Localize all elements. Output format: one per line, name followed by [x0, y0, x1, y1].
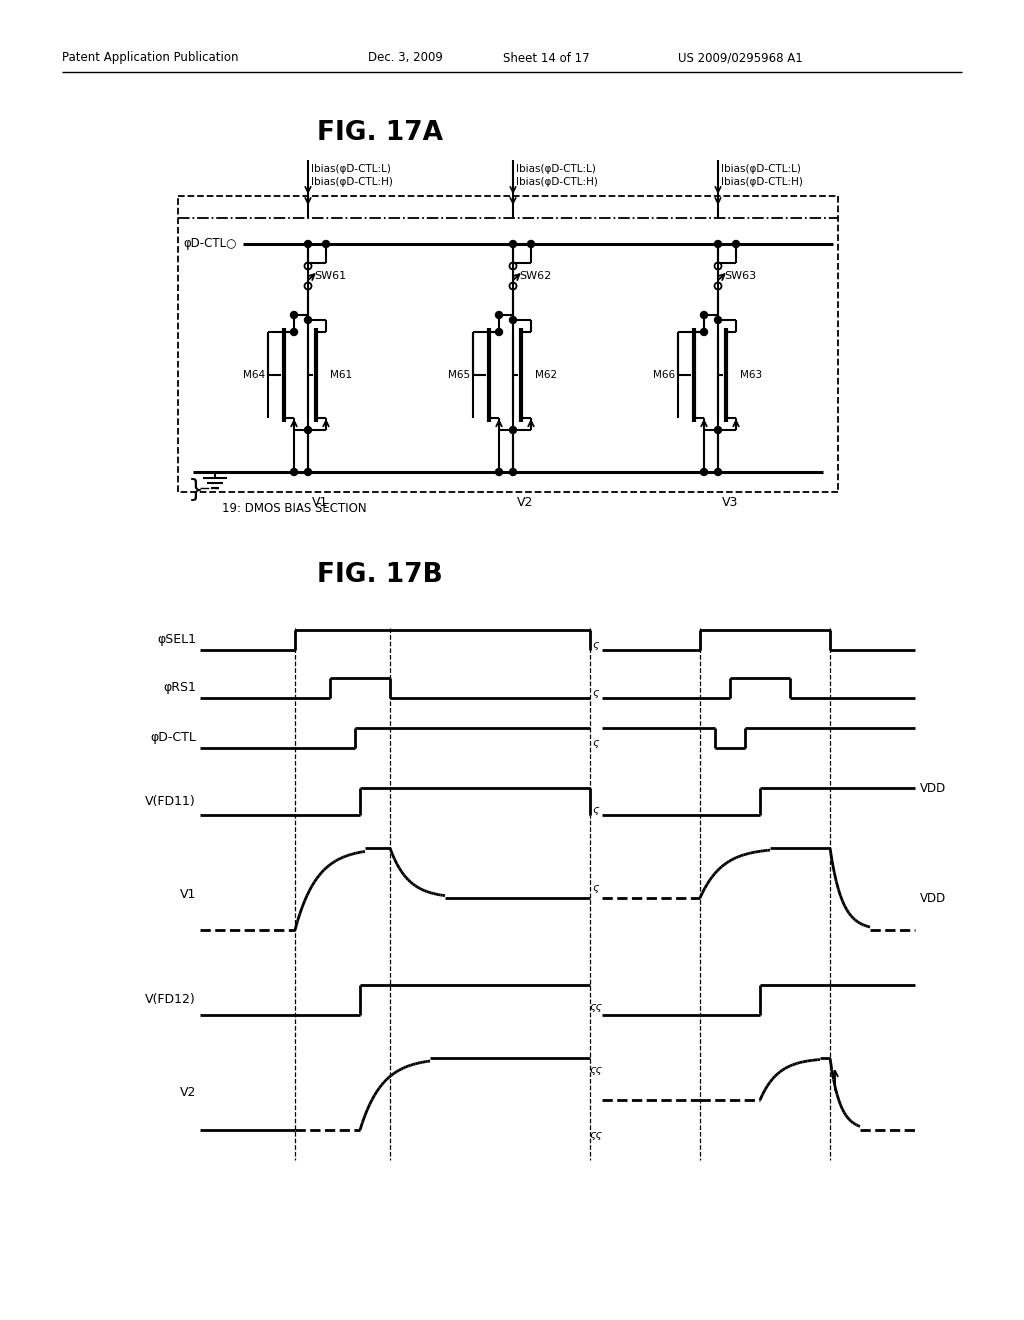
Text: V(FD11): V(FD11) — [145, 795, 196, 808]
Circle shape — [715, 426, 722, 433]
Text: Ibias(φD-CTL:H): Ibias(φD-CTL:H) — [311, 177, 393, 187]
Circle shape — [304, 317, 311, 323]
Text: ς: ς — [593, 688, 599, 698]
Text: ςς: ςς — [590, 1065, 602, 1074]
Text: φSEL1: φSEL1 — [157, 634, 196, 647]
Text: V1: V1 — [312, 496, 329, 510]
Text: φD-CTL: φD-CTL — [151, 731, 196, 744]
Circle shape — [291, 312, 298, 318]
Text: Ibias(φD-CTL:L): Ibias(φD-CTL:L) — [516, 164, 596, 174]
Circle shape — [496, 469, 503, 475]
Text: }: } — [188, 478, 204, 502]
Text: US 2009/0295968 A1: US 2009/0295968 A1 — [678, 51, 803, 65]
Circle shape — [700, 312, 708, 318]
Text: VDD: VDD — [920, 891, 946, 904]
Text: Dec. 3, 2009: Dec. 3, 2009 — [368, 51, 442, 65]
Circle shape — [510, 240, 516, 248]
Text: M62: M62 — [535, 370, 557, 380]
Circle shape — [700, 329, 708, 335]
Circle shape — [510, 426, 516, 433]
Circle shape — [291, 329, 298, 335]
Text: ς: ς — [593, 805, 599, 814]
Text: M66: M66 — [653, 370, 675, 380]
Text: SW61: SW61 — [314, 271, 346, 281]
Text: SW63: SW63 — [724, 271, 756, 281]
Text: V(FD12): V(FD12) — [145, 994, 196, 1006]
Text: Ibias(φD-CTL:L): Ibias(φD-CTL:L) — [721, 164, 801, 174]
Text: Ibias(φD-CTL:H): Ibias(φD-CTL:H) — [516, 177, 598, 187]
Circle shape — [304, 426, 311, 433]
Text: φD-CTL○: φD-CTL○ — [183, 238, 237, 251]
Circle shape — [732, 240, 739, 248]
Text: M63: M63 — [740, 370, 762, 380]
Circle shape — [715, 240, 722, 248]
Text: VDD: VDD — [920, 781, 946, 795]
Text: 19: DMOS BIAS SECTION: 19: DMOS BIAS SECTION — [222, 502, 367, 515]
Text: Patent Application Publication: Patent Application Publication — [62, 51, 239, 65]
Text: V3: V3 — [722, 496, 738, 510]
Circle shape — [510, 317, 516, 323]
Circle shape — [323, 240, 330, 248]
Circle shape — [496, 312, 503, 318]
Text: M61: M61 — [330, 370, 352, 380]
Text: ςς: ςς — [590, 1130, 602, 1140]
Circle shape — [700, 469, 708, 475]
Text: FIG. 17A: FIG. 17A — [317, 120, 443, 147]
Text: ςς: ςς — [590, 1002, 602, 1012]
Circle shape — [304, 469, 311, 475]
Circle shape — [496, 329, 503, 335]
Text: Sheet 14 of 17: Sheet 14 of 17 — [503, 51, 590, 65]
Text: M65: M65 — [447, 370, 470, 380]
Text: M64: M64 — [243, 370, 265, 380]
Circle shape — [291, 469, 298, 475]
Text: FIG. 17B: FIG. 17B — [317, 562, 442, 587]
Circle shape — [715, 469, 722, 475]
Text: φRS1: φRS1 — [163, 681, 196, 694]
Circle shape — [304, 240, 311, 248]
Text: ς: ς — [593, 640, 599, 649]
Text: Ibias(φD-CTL:L): Ibias(φD-CTL:L) — [311, 164, 391, 174]
Circle shape — [527, 240, 535, 248]
Text: V1: V1 — [179, 888, 196, 902]
Circle shape — [715, 317, 722, 323]
Text: Ibias(φD-CTL:H): Ibias(φD-CTL:H) — [721, 177, 803, 187]
Circle shape — [510, 469, 516, 475]
Text: ς: ς — [593, 883, 599, 894]
Text: SW62: SW62 — [519, 271, 551, 281]
Text: V2: V2 — [517, 496, 534, 510]
Text: V2: V2 — [179, 1085, 196, 1098]
Text: ς: ς — [593, 738, 599, 748]
